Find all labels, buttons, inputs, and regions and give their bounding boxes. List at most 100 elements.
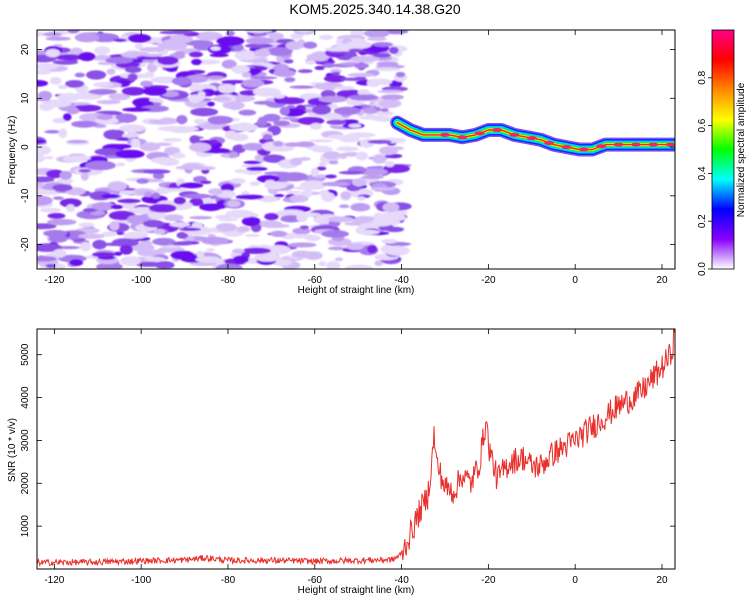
spectrogram-noise-blob: [139, 142, 161, 152]
spectrogram-xtick-label: -120: [44, 275, 64, 286]
spectrogram-noise-blob: [74, 32, 100, 43]
spectrogram-noise-blob: [253, 100, 276, 105]
spectrogram-noise-blob: [101, 231, 117, 237]
spectrogram-noise-blob: [206, 101, 215, 107]
spectrogram-noise-blob: [262, 113, 281, 122]
colorbar: 0.0 0.2 0.4 0.6 0.8 Normalized spectral ampl…: [697, 29, 747, 276]
spectrogram-noise-blob: [273, 120, 291, 127]
snr-xtick-label: -80: [221, 575, 236, 586]
spectrogram-noise-blob: [318, 161, 328, 167]
spectrogram-noise-blob: [244, 30, 273, 34]
colorbar-tick-label: 0.0: [697, 262, 708, 276]
spectrogram-noise-blob: [225, 209, 255, 219]
spectrogram-noise-blob: [316, 166, 327, 171]
spectrogram-noise-blob: [69, 259, 84, 267]
spectrogram-noise-blob: [153, 228, 166, 235]
spectrogram-noise-blob: [67, 30, 80, 34]
spectrogram-noise-blob: [67, 107, 80, 115]
snr-xtick-label: -120: [44, 575, 64, 586]
spectrogram-noise-blob: [353, 63, 369, 69]
spectrogram-noise-blob: [43, 156, 55, 160]
spectrogram-noise-blob: [249, 181, 261, 186]
spectrogram-noise-blob: [389, 46, 399, 55]
spectrogram-noise-blob: [74, 72, 86, 78]
spectrogram-xtick-label: 20: [656, 275, 668, 286]
spectrogram-noise-blob: [119, 244, 133, 255]
spectrogram-noise-blob: [380, 108, 389, 112]
spectrogram-noise-blob: [372, 42, 394, 47]
colorbar-gradient: [711, 29, 735, 270]
spectrogram-noise-blob: [78, 222, 95, 228]
spectrogram-noise-blob: [152, 172, 165, 180]
spectrogram-noise-blob: [284, 77, 296, 83]
snr-xtick-label: -20: [481, 575, 496, 586]
spectrogram-noise-blob: [246, 166, 268, 171]
spectrogram-noise-blob: [356, 229, 380, 235]
spectrogram-noise-blob: [327, 134, 347, 140]
spectrogram-noise-blob: [195, 31, 223, 41]
spectrogram-noise-blob: [113, 251, 123, 256]
spectrogram-xlabel: Height of straight line (km): [298, 285, 415, 296]
spectrogram-track-peak: [474, 131, 485, 136]
spectrogram-noise-blob: [358, 115, 388, 120]
colorbar-tick-label: 0.8: [697, 70, 708, 84]
spectrogram-noise-blob: [140, 80, 153, 87]
spectrogram-noise-blob: [285, 190, 303, 194]
spectrogram-noise-blob: [208, 188, 224, 196]
spectrogram-noise-blob: [321, 181, 351, 187]
spectrogram-noise-blob: [116, 162, 126, 167]
snr-ytick-label: 1000: [20, 515, 31, 538]
spectrogram-noise-blob: [111, 143, 132, 149]
spectrogram-noise-blob: [60, 177, 72, 185]
spectrogram-noise-blob: [370, 187, 396, 191]
spectrogram-noise-blob: [179, 182, 204, 189]
spectrogram-noise-blob: [37, 176, 55, 183]
spectrogram-noise-blob: [105, 56, 134, 64]
spectrogram-noise-blob: [47, 212, 66, 219]
spectrogram-noise-blob: [147, 210, 167, 220]
snr-ticks: -120 -100 -80 -60 -40 -20 0 20 1000 2000 3000 4000 5…: [20, 329, 675, 586]
spectrogram-noise-blob: [188, 94, 202, 104]
spectrogram-noise-blob: [58, 128, 68, 139]
spectrogram-noise-blob: [103, 129, 123, 140]
spectrogram-noise-blob: [328, 246, 346, 251]
spectrogram-noise-blob: [232, 255, 249, 264]
spectrogram-track-peak: [578, 147, 589, 152]
spectrogram-noise-blob: [183, 193, 212, 199]
spectrogram-noise-blob: [69, 155, 91, 161]
spectrogram-noise-blob: [382, 202, 400, 213]
spectrogram-noise-blob: [212, 96, 232, 102]
spectrogram-noise-blob: [126, 214, 147, 225]
snr-xtick-label: -40: [394, 575, 409, 586]
spectrogram-track-peak: [596, 144, 607, 149]
spectrogram-ytick-label: -10: [20, 188, 31, 203]
spectrogram-noise-blob: [349, 94, 379, 101]
spectrogram-noise-blob: [273, 140, 284, 147]
spectrogram-noise-blob: [255, 220, 283, 227]
spectrogram-noise-blob: [93, 124, 107, 128]
spectrogram-noise-blob: [142, 86, 168, 96]
spectrogram-ylabel: Frequency (Hz): [7, 116, 18, 185]
spectrogram-noise-blob: [253, 49, 271, 58]
colorbar-tick-label: 0.6: [697, 118, 708, 132]
spectrogram-noise-blob: [52, 117, 68, 124]
spectrogram-noise-blob: [318, 34, 334, 40]
spectrogram-noise-blob: [39, 207, 62, 213]
spectrogram-noise-blob: [289, 157, 303, 166]
spectrogram-noise-blob: [162, 138, 182, 142]
spectrogram-noise-blob: [262, 154, 286, 163]
spectrogram-noise-blob: [328, 160, 339, 165]
spectrogram-noise-blob: [176, 114, 188, 125]
spectrogram-noise-blob: [348, 123, 362, 128]
spectrogram-noise-blob: [134, 43, 144, 50]
spectrogram-noise-blob: [37, 90, 53, 101]
spectrogram-noise-blob: [120, 256, 141, 266]
spectrogram-noise-blob: [150, 156, 177, 164]
spectrogram-noise-blob: [78, 51, 96, 62]
spectrogram-noise-blob: [169, 221, 191, 228]
spectrogram-xtick-label: -80: [221, 275, 236, 286]
spectrogram-noise-blob: [299, 225, 310, 230]
spectrogram-noise-blob: [241, 216, 261, 227]
